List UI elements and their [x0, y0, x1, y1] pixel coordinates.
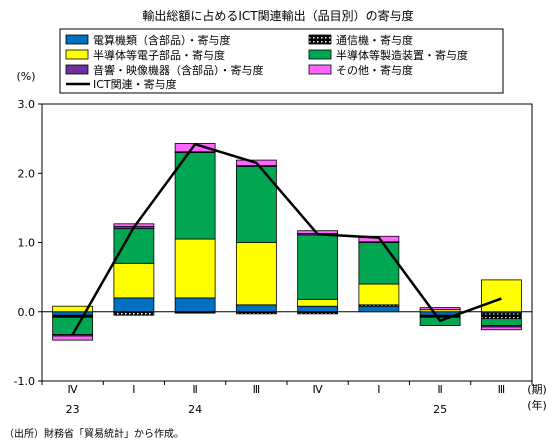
- x-tick-label: Ⅲ: [498, 383, 506, 396]
- legend-label: ICT関連・寄与度: [93, 77, 177, 91]
- x-tick-label: Ⅱ: [192, 383, 197, 396]
- legend-swatch: [308, 34, 332, 45]
- legend-swatch: [65, 64, 89, 75]
- legend-label: 半導体等製造装置・寄与度: [336, 48, 468, 62]
- y-tick-label: 1.0: [18, 237, 36, 250]
- y-tick-label: -1.0: [14, 375, 35, 388]
- bar-segment: [174, 238, 216, 299]
- legend-swatch: [308, 64, 332, 75]
- x-axis-unit-year: (年): [527, 398, 547, 412]
- x-tick-label: Ⅳ: [68, 383, 79, 396]
- bar-segment: [297, 298, 339, 307]
- legend-label: 通信機・寄与度: [336, 33, 413, 47]
- bar-segment: [235, 304, 277, 313]
- plot-area: -1.0 0.0 1.0 2.0 3.0 Ⅳ Ⅰ Ⅱ Ⅲ Ⅳ Ⅰ Ⅱ Ⅲ 23 24 25: [14, 98, 533, 416]
- bar-segment: [235, 242, 277, 306]
- y-axis-unit: (%): [16, 70, 35, 83]
- bar-segment: [113, 297, 155, 313]
- chart-title: 輸出総額に占めるICT関連輸出（品目別）の寄与度: [142, 8, 413, 23]
- legend-swatch: [308, 49, 332, 60]
- x-axis-unit-period: (期): [527, 383, 547, 396]
- bar-segment: [358, 305, 400, 313]
- y-tick-label: 0.0: [18, 306, 36, 319]
- year-label: 23: [66, 403, 80, 416]
- x-tick-label: Ⅳ: [313, 383, 324, 396]
- legend-label: 半導体等電子部品・寄与度: [93, 48, 225, 62]
- x-tick-label: Ⅰ: [377, 383, 380, 396]
- legend-label: その他・寄与度: [336, 63, 413, 77]
- bar-segment: [113, 262, 155, 299]
- bar-segment: [480, 279, 522, 313]
- source-note: （出所）財務省「貿易統計」から作成。: [4, 427, 184, 440]
- legend-frame: [59, 28, 504, 94]
- legend-swatch: [65, 49, 89, 60]
- bar-segment: [174, 152, 216, 240]
- bar-segment: [419, 307, 461, 311]
- bar-segment: [52, 335, 94, 341]
- bar-segment: [480, 312, 522, 320]
- year-label: 24: [188, 403, 202, 416]
- x-tick-label: Ⅰ: [132, 383, 135, 396]
- legend-swatch: [65, 34, 89, 45]
- legend-label: 電算機類（含部品）・寄与度: [93, 33, 231, 47]
- bar-segment: [52, 305, 94, 313]
- year-label: 25: [433, 403, 447, 416]
- bar-segment: [52, 316, 94, 336]
- bar-segment: [235, 311, 277, 315]
- bar-segment: [113, 311, 155, 316]
- bar-segment: [113, 228, 155, 264]
- bar-segment: [297, 234, 339, 300]
- bar-segment: [480, 326, 522, 331]
- bar-segment: [174, 311, 216, 314]
- legend-label: 音響・映像機器（含部品）・寄与度: [93, 63, 264, 77]
- bar-segment: [358, 242, 400, 285]
- y-tick-label: 2.0: [18, 167, 36, 180]
- x-tick-label: Ⅱ: [437, 383, 442, 396]
- bar-segment: [174, 297, 216, 313]
- bar-segment: [480, 318, 522, 326]
- ict-line: [71, 142, 502, 336]
- bar-segment: [297, 311, 339, 315]
- bar-segment: [358, 283, 400, 306]
- bar-segment: [297, 305, 339, 313]
- x-tick-label: Ⅲ: [253, 383, 261, 396]
- y-tick-label: 3.0: [18, 98, 36, 111]
